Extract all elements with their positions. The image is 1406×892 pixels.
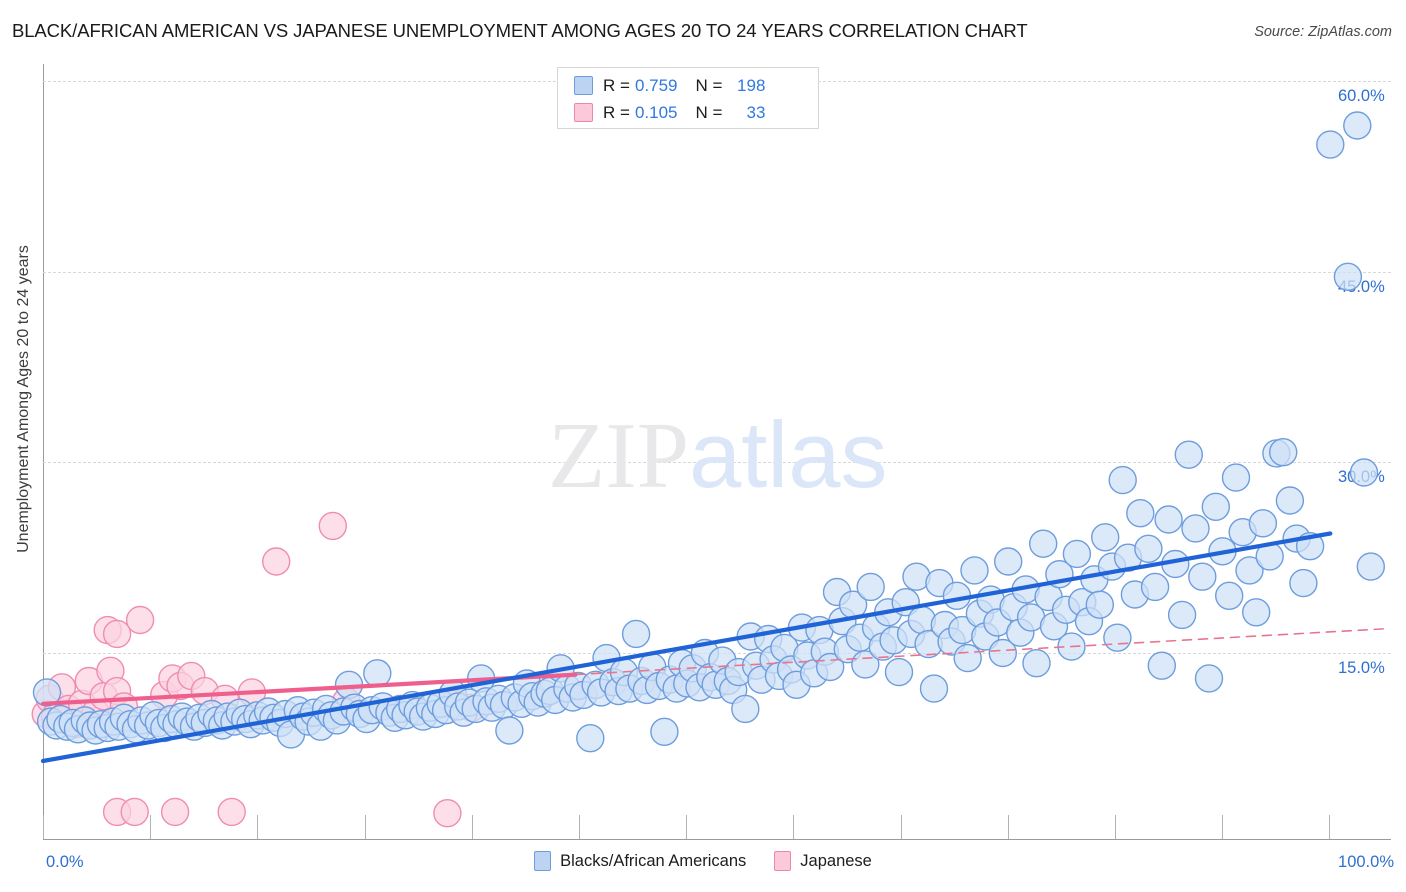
stats-n-label-blue: N =: [695, 75, 723, 95]
legend-item-blacks-african-americans[interactable]: Blacks/African Americans: [534, 851, 746, 871]
gridline-y: [43, 462, 1391, 464]
x-axis-tick: [1222, 815, 1224, 839]
x-axis-tick: [150, 815, 152, 839]
stats-swatch-pink-icon: [574, 103, 593, 122]
legend-item-japanese[interactable]: Japanese: [774, 851, 872, 871]
y-axis-tick-label: 45.0%: [1338, 277, 1385, 296]
x-axis-tick: [1115, 815, 1116, 839]
x-axis-tick: [364, 815, 366, 839]
stats-r-value-pink: 0.105: [634, 102, 678, 122]
x-axis-tick-label-min: 0.0%: [46, 853, 84, 871]
page-title: BLACK/AFRICAN AMERICAN VS JAPANESE UNEMP…: [12, 20, 1028, 41]
x-axis-tick: [686, 815, 688, 839]
legend-label-blue: Blacks/African Americans: [560, 851, 747, 870]
x-axis-line: [43, 839, 1391, 840]
gridline-y: [43, 271, 1391, 273]
stats-r-value-blue: 0.759: [634, 75, 678, 95]
legend-swatch-pink-icon: [774, 851, 792, 871]
x-axis-tick: [793, 815, 795, 839]
gridline-y: [43, 653, 1391, 654]
x-axis-tick: [43, 815, 44, 839]
legend-swatch-blue-icon: [534, 851, 552, 871]
stats-r-label-blue: R =: [603, 75, 630, 95]
x-axis-tick: [900, 815, 902, 839]
stats-r-label-pink: R =: [603, 102, 630, 122]
plot-area: 15.0% 30.0% 45.0% 60.0%: [43, 64, 1391, 840]
y-axis-title: Unemployment Among Ages 20 to 24 years: [15, 245, 32, 553]
series-legend: Blacks/African Americans Japanese: [0, 851, 1406, 871]
y-axis-tick-label: 30.0%: [1338, 468, 1385, 487]
source-attribution: Source: ZipAtlas.com: [1254, 24, 1392, 40]
x-axis-tick: [257, 815, 259, 839]
stats-n-label-pink: N =: [695, 102, 723, 122]
x-axis-tick: [471, 815, 473, 839]
correlation-stats-box: R = 0.759 N = 198 R = 0.105 N = 33: [557, 67, 819, 129]
x-axis-tick: [579, 815, 580, 839]
y-axis-tick-label: 60.0%: [1338, 87, 1385, 105]
x-axis-tick: [1007, 815, 1009, 839]
x-axis-tick: [1329, 815, 1331, 839]
stats-row-blue: R = 0.759 N = 198: [574, 72, 765, 99]
stats-swatch-blue-icon: [574, 76, 593, 95]
stats-n-value-pink: 33: [746, 102, 766, 122]
legend-label-pink: Japanese: [800, 851, 872, 870]
x-axis-tick-label-max: 100.0%: [1338, 853, 1394, 871]
y-axis-tick-label: 15.0%: [1338, 659, 1385, 677]
stats-row-pink: R = 0.105 N = 33: [574, 99, 765, 126]
stats-n-value-blue: 198: [737, 75, 766, 95]
y-axis-line: [43, 64, 44, 840]
